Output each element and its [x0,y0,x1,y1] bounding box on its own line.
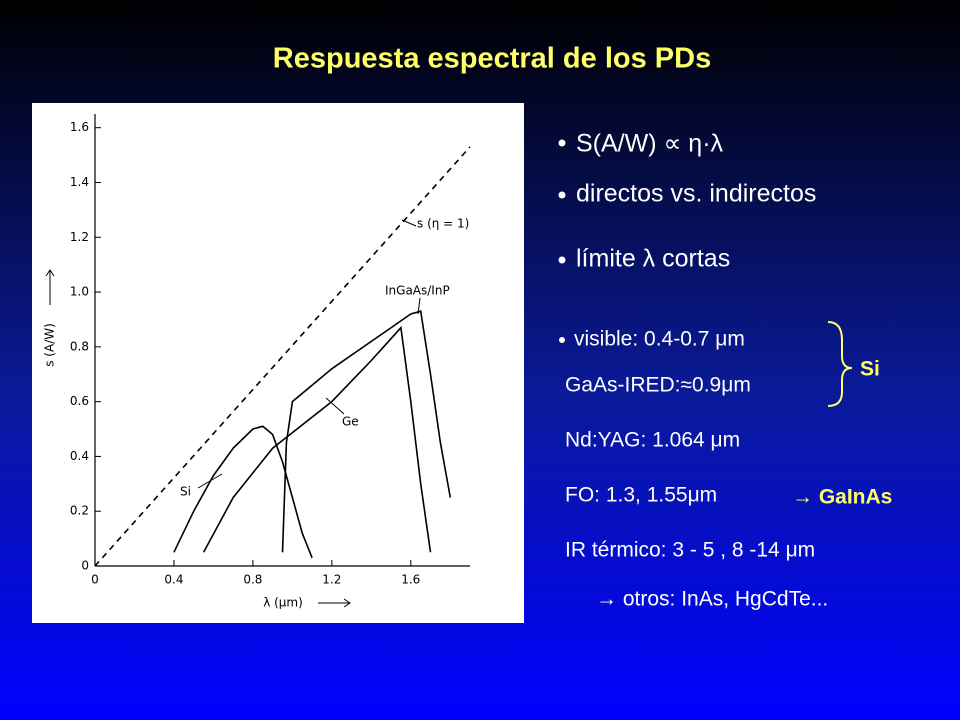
x-tick-label: 0.8 [243,573,262,587]
bullet: S(A/W) ∝ η·λ [576,130,724,158]
chart: 0 0.2 0.4 0.6 0.8 1.0 1.2 1.4 1.6 0 0.4 0.8 1.2 1.6 λ … [43,114,471,610]
brace [827,321,853,407]
y-tick-label: 1.4 [70,175,89,189]
y-tick-label: 1.2 [70,230,89,244]
bullet: límite λ cortas [576,245,730,273]
y-tick-label: 0.4 [70,449,89,463]
axis-arrow [45,269,55,305]
chart-panel [32,103,524,623]
text-line: → otros: InAs, HgCdTe... [596,588,828,611]
leader-line [325,397,345,415]
axis-arrow [318,598,351,608]
y-tick-label: 0.2 [70,504,89,518]
text-line: Nd:YAG: 1.064 μm [565,429,740,452]
fo-target: → GaInAs [792,486,892,509]
x-tick-label: 1.6 [401,573,420,587]
x-tick-label: 0 [91,573,99,587]
leader-line [417,297,421,315]
y-tick-label: 0 [81,559,89,573]
text-line: GaAs-IRED:≈0.9μm [565,374,751,397]
series-line [173,425,313,559]
series-label: Si [180,485,191,499]
series-label: s (η = 1) [417,217,469,231]
y-tick-label: 0.8 [70,339,89,353]
y-tick-label: 1.0 [70,285,89,299]
text-line: FO: 1.3, 1.55μm [565,484,717,507]
series-line [281,310,452,553]
series-label: Ge [342,415,359,429]
x-axis-label: λ (μm) [263,596,303,610]
series-line [94,146,471,567]
y-tick-label: 0.6 [70,394,89,408]
x-tick-label: 0.4 [164,573,183,587]
text-line: IR térmico: 3 - 5 , 8 -14 μm [565,539,815,562]
y-axis-label: s (A/W) [43,323,57,367]
bullet: directos vs. indirectos [576,180,816,208]
x-tick-label: 1.2 [322,573,341,587]
leader-line [197,473,223,489]
bullet-dots [558,139,566,343]
series-label: InGaAs/InP [385,284,450,298]
brace-label: Si [860,358,880,381]
slide-title: Respuesta espectral de los PDs [273,43,711,75]
bullet: visible: 0.4-0.7 μm [574,328,745,351]
series-line [202,325,432,553]
y-tick-label: 1.6 [70,120,89,134]
leader-line [401,219,417,227]
